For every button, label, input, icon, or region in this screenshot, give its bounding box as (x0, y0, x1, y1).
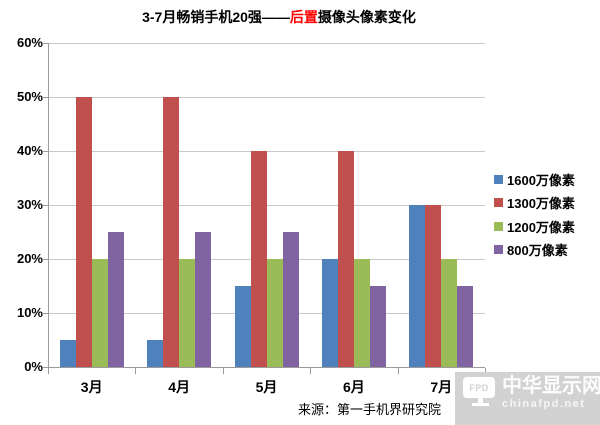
y-axis-line (48, 43, 49, 367)
bar-1600万像素-3月 (59, 340, 76, 367)
bar-1600万像素-5月 (234, 286, 251, 367)
y-label-10%: 10% (16, 305, 43, 320)
gridline-60% (48, 43, 485, 44)
y-label-60%: 60% (16, 35, 43, 50)
x-label-3月: 3月 (80, 379, 103, 395)
chart-title-segment-0: 3-7月畅销手机20强—— (142, 9, 290, 25)
bar-800万像素-3月 (107, 232, 124, 367)
bar-800万像素-7月 (457, 286, 474, 367)
x-label-6月: 6月 (342, 379, 365, 395)
y-label-50%: 50% (16, 89, 43, 104)
bar-1200万像素-3月 (91, 259, 108, 367)
fpd-logo-text: FPD (469, 382, 489, 393)
legend-swatch-800万像素 (494, 245, 503, 254)
gridline-50% (48, 97, 485, 98)
fpd-monitor-stand (477, 398, 483, 403)
x-tick (48, 368, 49, 374)
fpd-monitor-base (471, 403, 489, 406)
plot-area (48, 43, 485, 367)
x-label-4月: 4月 (168, 379, 190, 395)
legend-swatch-1200万像素 (494, 221, 503, 231)
x-label-7月: 7月 (430, 379, 453, 395)
fpd-monitor-screen: FPD (463, 377, 495, 398)
x-tick (485, 368, 486, 374)
bar-1200万像素-4月 (179, 259, 196, 367)
chart-title: 3-7月畅销手机20强——后置摄像头像素变化 (0, 7, 558, 27)
y-label-0%: 0% (24, 359, 43, 374)
bar-1300万像素-7月 (425, 205, 442, 367)
watermark-site-name: 中华显示网 (502, 375, 600, 397)
watermark: FPD 中华显示网 chinafpd.net (455, 372, 600, 425)
bar-1600万像素-6月 (321, 259, 338, 367)
y-label-40%: 40% (16, 143, 43, 158)
chart-title-segment-1: 后置 (289, 9, 318, 25)
y-tick (43, 313, 48, 314)
bar-1300万像素-3月 (75, 97, 92, 367)
x-tick (310, 368, 312, 374)
y-tick (43, 43, 48, 44)
legend-label-800万像素: 800万像素 (507, 243, 568, 258)
x-label-5月: 5月 (255, 379, 278, 395)
bar-1300万像素-4月 (163, 97, 180, 367)
bar-1600万像素-4月 (147, 340, 164, 367)
bar-800万像素-4月 (195, 232, 212, 367)
bar-800万像素-5月 (282, 232, 299, 367)
source-label: 来源：第一手机界研究院 (298, 402, 442, 417)
chart-title-segment-2: 摄像头像素变化 (317, 9, 416, 25)
x-tick (135, 368, 137, 374)
legend-item-1200万像素: 1200万像素 (494, 219, 575, 235)
legend-label-1600万像素: 1600万像素 (507, 172, 575, 188)
watermark-site-url: chinafpd.net (502, 398, 586, 410)
bar-1600万像素-7月 (409, 205, 426, 367)
y-tick (43, 151, 48, 152)
y-tick (43, 259, 48, 260)
legend-label-1200万像素: 1200万像素 (507, 219, 575, 235)
gridline-40% (48, 151, 485, 152)
legend-label-1300万像素: 1300万像素 (507, 196, 575, 211)
x-tick (222, 368, 224, 374)
y-label-30%: 30% (16, 197, 43, 212)
gridline-30% (48, 205, 485, 206)
legend-item-1600万像素: 1600万像素 (494, 172, 575, 188)
y-tick (43, 367, 48, 368)
y-label-20%: 20% (16, 251, 43, 266)
bar-800万像素-6月 (369, 286, 386, 367)
y-tick (43, 97, 48, 98)
legend-item-1300万像素: 1300万像素 (494, 196, 575, 211)
fpd-monitor-icon: FPD (463, 377, 497, 406)
bar-1200万像素-6月 (353, 259, 370, 367)
legend-swatch-1600万像素 (494, 174, 503, 184)
y-tick (43, 205, 48, 206)
legend: 1600万像素 1300万像素 1200万像素 800万像素 (494, 172, 575, 266)
bar-1300万像素-5月 (250, 151, 267, 367)
x-axis-line (48, 367, 485, 368)
bar-1200万像素-7月 (441, 259, 458, 367)
legend-item-800万像素: 800万像素 (494, 243, 575, 258)
x-tick (397, 368, 399, 374)
bar-1300万像素-6月 (337, 151, 354, 367)
watermark-text: 中华显示网 chinafpd.net (502, 374, 600, 411)
bar-1200万像素-5月 (266, 259, 283, 367)
legend-swatch-1300万像素 (494, 198, 503, 207)
